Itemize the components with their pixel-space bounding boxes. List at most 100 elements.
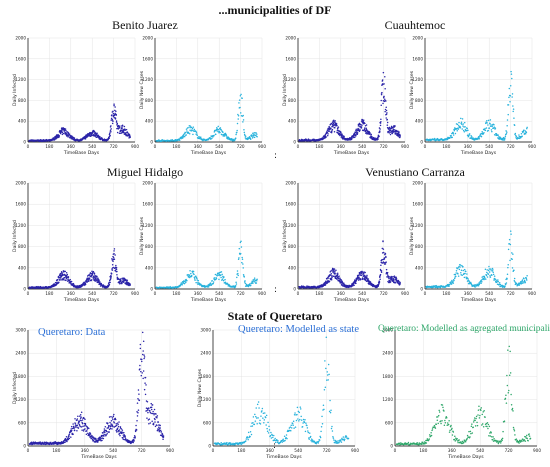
y-axis-label: Daily Infected	[12, 220, 18, 252]
data-point	[347, 437, 350, 440]
data-point	[466, 127, 468, 130]
data-point	[499, 442, 502, 444]
data-point	[109, 132, 111, 135]
data-point	[138, 399, 141, 402]
data-point	[108, 416, 111, 418]
data-point	[513, 124, 516, 126]
data-point	[251, 135, 253, 137]
data-point	[300, 415, 302, 418]
data-point	[465, 276, 467, 278]
data-point	[208, 284, 211, 287]
data-point	[141, 331, 144, 334]
data-point	[448, 431, 451, 433]
data-point	[519, 441, 522, 443]
data-point	[428, 434, 431, 436]
data-point	[239, 252, 242, 255]
data-point	[115, 266, 118, 269]
data-point	[484, 129, 487, 132]
data-point	[362, 278, 364, 280]
data-point	[489, 122, 491, 125]
x-tick-label: 900	[401, 144, 409, 149]
x-tick-label: 180	[45, 144, 53, 149]
data-point	[244, 280, 246, 282]
data-point	[491, 267, 494, 270]
data-point	[115, 120, 118, 122]
data-point	[235, 281, 237, 283]
data-point	[369, 281, 372, 283]
data-point	[307, 138, 310, 140]
data-point	[374, 137, 376, 139]
y-tick-label: 600	[18, 420, 26, 425]
data-point	[123, 125, 126, 128]
data-point	[116, 427, 119, 430]
data-point	[137, 411, 139, 414]
data-point	[150, 412, 152, 415]
data-point	[340, 439, 342, 441]
data-point	[360, 126, 363, 128]
x-tick-label: 720	[110, 291, 118, 296]
data-point	[491, 130, 493, 133]
data-point	[385, 100, 387, 102]
data-point	[210, 284, 213, 286]
data-point	[388, 132, 391, 134]
data-point	[364, 127, 366, 129]
data-point	[485, 274, 488, 277]
data-point	[111, 269, 114, 271]
x-tick-label: 720	[505, 448, 513, 453]
data-point	[143, 354, 145, 356]
data-point	[183, 282, 186, 284]
data-point	[114, 418, 117, 421]
data-point	[355, 134, 357, 137]
data-point	[507, 113, 509, 116]
data-point	[112, 425, 114, 428]
data-point	[517, 440, 520, 443]
y-axis-label: Daily New Cases	[197, 368, 203, 407]
data-point	[309, 435, 312, 438]
data-point	[109, 281, 111, 284]
data-point	[296, 406, 299, 409]
data-point	[515, 135, 518, 137]
data-point	[466, 434, 469, 437]
data-point	[191, 275, 193, 277]
data-point	[178, 285, 180, 288]
data-point	[293, 414, 296, 416]
data-point	[381, 79, 384, 81]
data-point	[471, 432, 474, 434]
data-point	[151, 412, 154, 415]
data-point	[304, 430, 307, 433]
data-point	[486, 271, 488, 274]
data-point	[269, 434, 272, 437]
data-point	[68, 433, 71, 435]
data-point	[155, 413, 157, 415]
data-point	[333, 275, 335, 278]
data-point	[65, 132, 68, 135]
data-point	[120, 432, 123, 435]
data-point	[385, 268, 388, 271]
x-tick-label: 0	[212, 448, 215, 453]
data-point	[132, 438, 135, 441]
data-point	[500, 440, 502, 443]
data-point	[482, 411, 484, 413]
data-point	[158, 426, 160, 429]
data-point	[485, 127, 488, 129]
data-point	[113, 252, 115, 255]
data-point	[191, 127, 194, 130]
data-point	[525, 436, 527, 438]
data-point	[509, 243, 512, 246]
municipalities-header: ...municipalities of DF	[218, 3, 332, 17]
x-tick-label: 0	[27, 448, 30, 453]
data-point	[340, 131, 342, 133]
data-point	[452, 280, 454, 283]
data-point	[504, 397, 507, 400]
data-point	[75, 426, 77, 429]
data-point	[100, 437, 102, 440]
data-point	[224, 278, 226, 281]
data-point	[277, 440, 279, 442]
data-point	[444, 422, 447, 424]
data-point	[106, 422, 109, 424]
data-point	[111, 118, 114, 121]
data-point	[70, 436, 72, 438]
